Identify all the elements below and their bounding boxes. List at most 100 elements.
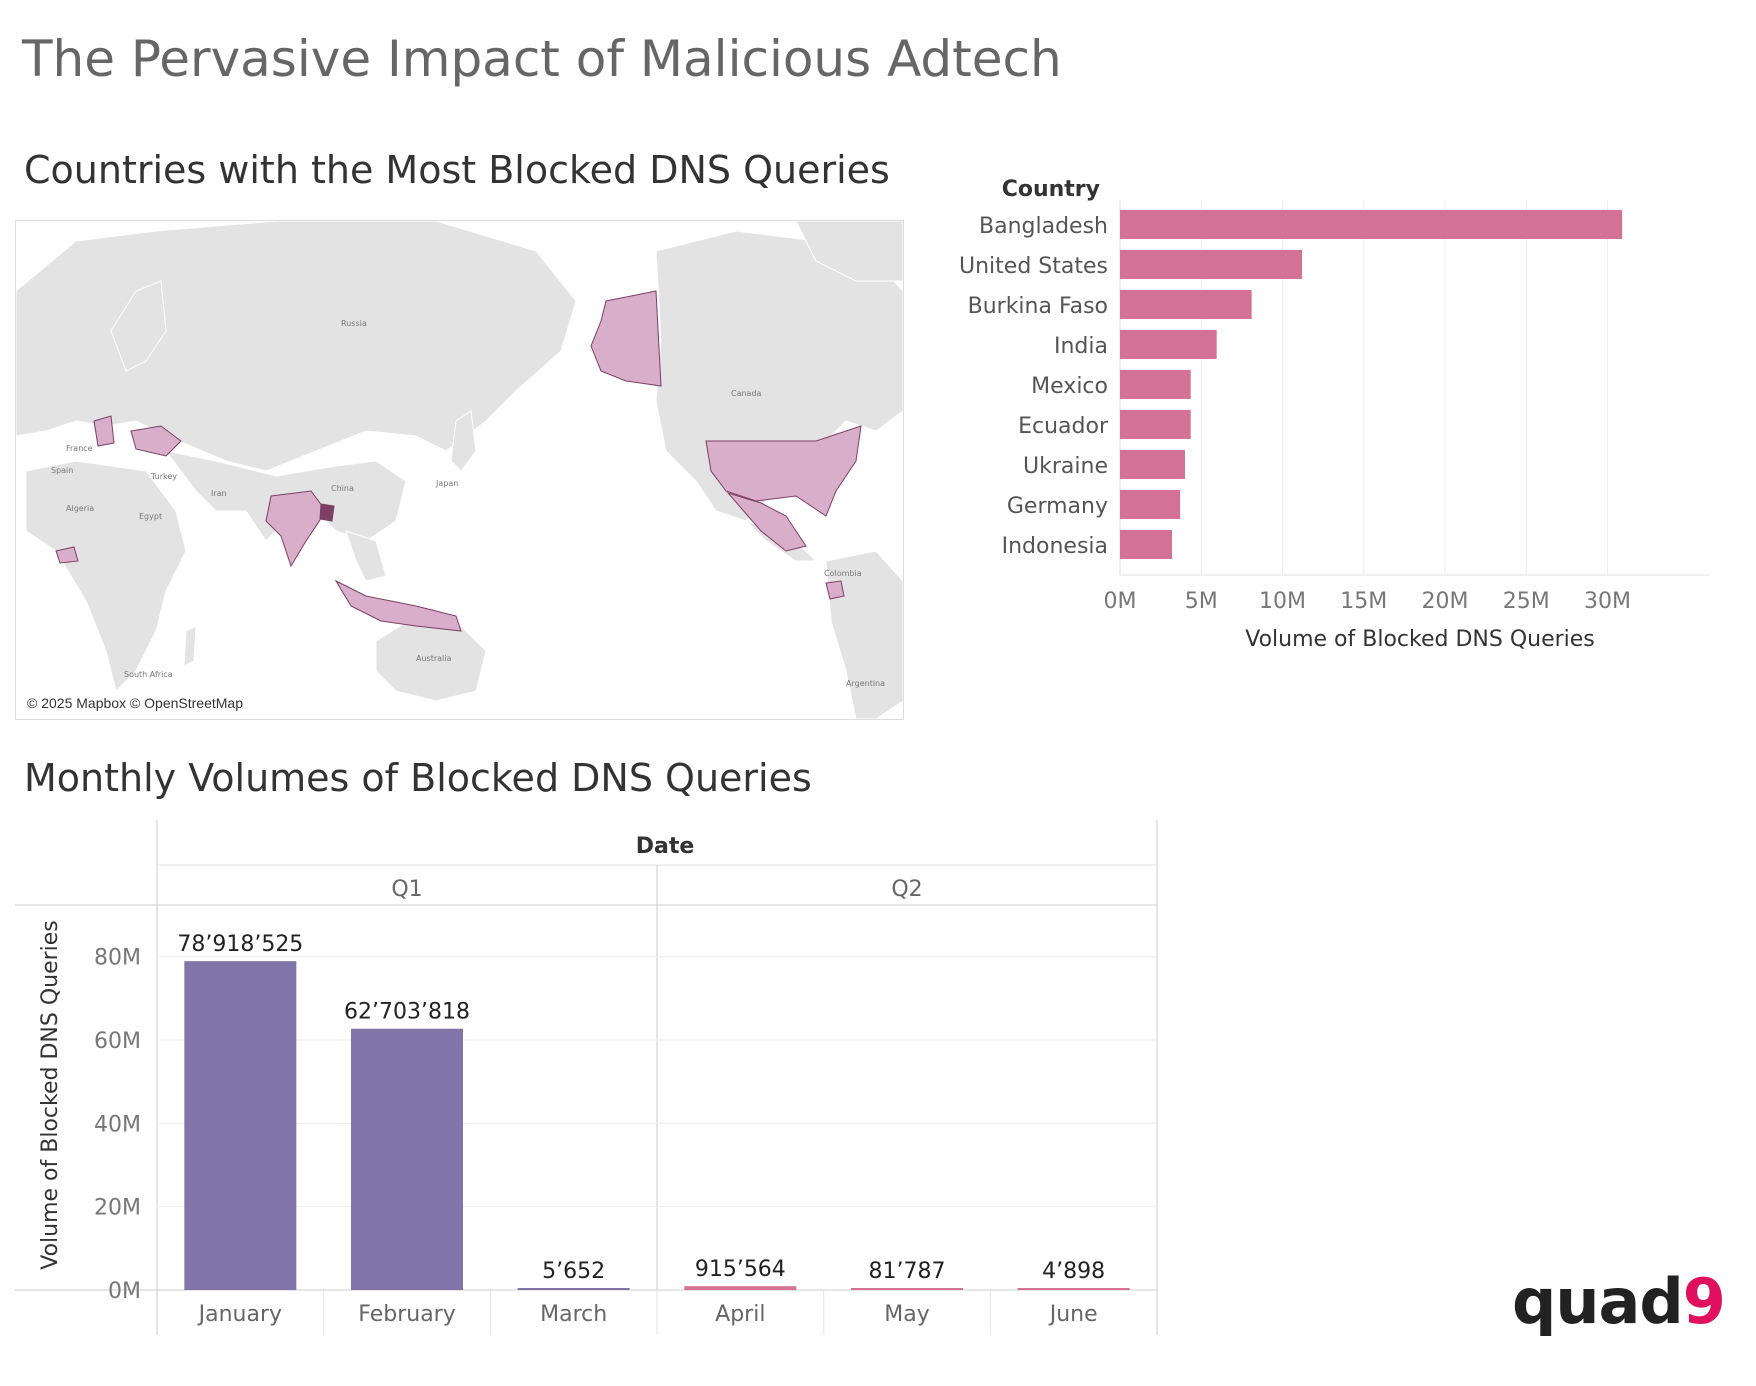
map-label: Japan: [435, 479, 458, 488]
land-africa: [25, 460, 187, 692]
logo-accent: 9: [1682, 1265, 1726, 1338]
country-label: India: [1054, 334, 1108, 359]
country-axis-header: Country: [1002, 177, 1100, 202]
land-madagascar: [183, 625, 197, 667]
monthly-data-labels: 78’918’525 62’703’818 5’652 915’564 81’787 4’…: [177, 932, 1105, 1284]
map-label: Spain: [51, 466, 73, 475]
region-united-states: [705, 425, 862, 517]
monthly-bar-chart: Date Q1 Q2 78’918’525 62’703’818 5’652 915’5…: [15, 820, 1158, 1335]
country-label: Mexico: [1031, 374, 1108, 399]
region-ecuador: [825, 580, 845, 600]
month-label: April: [715, 1302, 765, 1327]
monthly-section-title: Monthly Volumes of Blocked DNS Queries: [24, 756, 812, 800]
country-label: Burkina Faso: [968, 294, 1108, 319]
map-label: Canada: [731, 389, 762, 398]
y-tick-label: 40M: [94, 1112, 141, 1137]
y-tick-label: 80M: [94, 946, 141, 971]
month-bar[interactable]: [517, 1288, 630, 1290]
map-svg: Russia Canada China Japan Iran Turkey Fr…: [16, 221, 903, 719]
y-tick-label: 0M: [108, 1279, 141, 1304]
map-label: Iran: [211, 489, 227, 498]
monthly-bars: [184, 961, 1130, 1290]
quarter-headers: Q1 Q2: [391, 877, 922, 902]
month-data-label: 5’652: [542, 1259, 605, 1284]
country-bar[interactable]: [1120, 250, 1302, 279]
month-data-label: 81’787: [869, 1259, 946, 1284]
country-bar[interactable]: [1120, 490, 1181, 519]
logo-text: quad: [1512, 1265, 1684, 1338]
month-data-label: 4’898: [1042, 1259, 1105, 1284]
land-scandinavia: [110, 280, 167, 372]
map-label: Colombia: [824, 569, 862, 578]
month-label: June: [1048, 1302, 1098, 1327]
map-label: China: [331, 484, 354, 493]
x-tick-label: 25M: [1503, 589, 1550, 614]
map-credit: © 2025 Mapbox © OpenStreetMap: [27, 695, 243, 711]
region-india: [265, 490, 327, 568]
x-tick-label: 10M: [1259, 589, 1306, 614]
country-label: Ukraine: [1023, 454, 1108, 479]
country-label: Ecuador: [1018, 414, 1109, 439]
month-bar[interactable]: [684, 1286, 797, 1290]
map-label: Turkey: [150, 472, 177, 481]
land-south-america: [825, 550, 903, 719]
world-map[interactable]: Russia Canada China Japan Iran Turkey Fr…: [15, 220, 904, 720]
y-tick-label: 20M: [94, 1196, 141, 1221]
map-section-title: Countries with the Most Blocked DNS Quer…: [24, 148, 890, 192]
month-label: May: [884, 1302, 929, 1327]
date-header: Date: [636, 834, 695, 859]
region-indonesia: [334, 579, 462, 632]
country-bar[interactable]: [1120, 410, 1191, 439]
x-tick-label: 5M: [1185, 589, 1218, 614]
region-mexico: [726, 492, 807, 552]
month-bar[interactable]: [184, 961, 297, 1290]
map-label: South Africa: [124, 670, 173, 679]
map-label: Argentina: [846, 679, 885, 688]
region-ukraine: [130, 425, 182, 457]
region-bangladesh: [319, 503, 335, 522]
monthly-chart-grid: [157, 956, 1157, 1208]
map-label: Russia: [341, 319, 367, 328]
map-label: Australia: [416, 654, 451, 663]
country-bar[interactable]: [1120, 330, 1217, 359]
country-x-axis-label: Volume of Blocked DNS Queries: [1245, 627, 1595, 652]
month-data-label: 62’703’818: [344, 1000, 470, 1025]
month-label: January: [197, 1302, 282, 1327]
country-bar[interactable]: [1120, 290, 1252, 319]
map-label: France: [66, 444, 93, 453]
x-tick-label: 15M: [1340, 589, 1387, 614]
country-bar-chart: Country Bangladesh United States Burkina F…: [959, 177, 1710, 652]
country-bar[interactable]: [1120, 530, 1172, 559]
country-bar[interactable]: [1120, 450, 1185, 479]
quarter-label: Q2: [891, 877, 922, 902]
country-x-ticks: 0M 5M 10M 15M 20M 25M 30M: [1104, 589, 1631, 614]
monthly-y-axis-label: Volume of Blocked DNS Queries: [38, 920, 63, 1270]
page-title: The Pervasive Impact of Malicious Adtech: [22, 30, 1062, 88]
land-greenland: [795, 221, 903, 282]
quad9-logo: quad9: [1512, 1265, 1726, 1338]
land-japan: [450, 410, 477, 472]
country-bar[interactable]: [1120, 370, 1191, 399]
y-tick-label: 60M: [94, 1029, 141, 1054]
monthly-x-labels: January February March April May June: [197, 1302, 1098, 1327]
region-germany: [93, 415, 115, 447]
country-bar[interactable]: [1120, 210, 1623, 239]
country-label: Germany: [1007, 494, 1108, 519]
month-data-label: 78’918’525: [177, 932, 303, 957]
region-alaska: [590, 290, 662, 387]
country-label: Indonesia: [1002, 534, 1108, 559]
month-bar[interactable]: [351, 1028, 463, 1290]
country-label: United States: [959, 254, 1108, 279]
country-bars: [1120, 210, 1623, 559]
land-se-asia: [345, 530, 387, 582]
x-tick-label: 30M: [1584, 589, 1631, 614]
month-bar[interactable]: [851, 1288, 963, 1290]
monthly-y-ticks: 0M 20M 40M 60M 80M: [94, 946, 141, 1304]
month-bar[interactable]: [1017, 1288, 1130, 1290]
month-label: February: [358, 1302, 456, 1327]
country-labels: Bangladesh United States Burkina Faso India…: [959, 214, 1109, 559]
x-tick-label: 0M: [1104, 589, 1137, 614]
month-data-label: 915’564: [695, 1257, 786, 1282]
x-tick-label: 20M: [1422, 589, 1469, 614]
quarter-label: Q1: [391, 877, 422, 902]
